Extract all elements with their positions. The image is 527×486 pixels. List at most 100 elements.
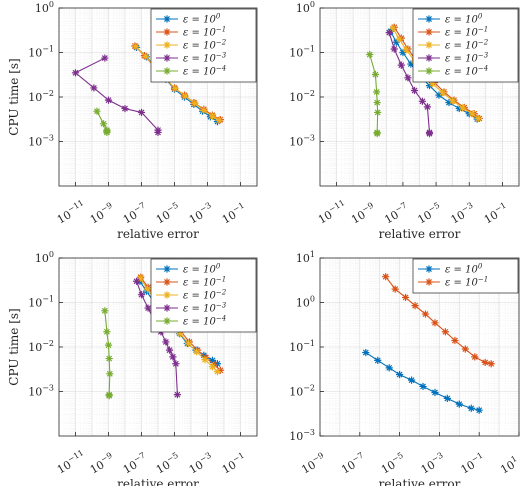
y-tick-label: 10−1 [28, 295, 54, 310]
x-axis-label: relative error [379, 477, 461, 486]
data-point-4-0 [366, 50, 374, 59]
data-point-0-9 [467, 404, 475, 412]
data-point-2-6 [184, 339, 193, 348]
legend-entry: ε = 10−1 [445, 276, 488, 289]
data-point-3-9 [173, 391, 182, 399]
data-point-3-1 [71, 69, 80, 77]
data-point-3-0 [101, 54, 109, 62]
y-tick-label: 10−1 [289, 45, 315, 60]
y-tick-label: 10−3 [28, 384, 54, 399]
y-tick-label: 10−3 [289, 134, 315, 149]
y-tick-label: 100 [296, 295, 315, 310]
y-tick-label: 100 [296, 0, 315, 15]
legend-entry: ε = 10−1 [445, 26, 488, 39]
data-point-3-1 [137, 291, 146, 299]
legend-marker [425, 67, 433, 75]
data-point-3-8 [172, 360, 180, 368]
data-point-0-7 [443, 394, 451, 402]
data-point-4-3 [373, 98, 381, 107]
x-tick-label: 10−11 [54, 198, 88, 226]
data-point-2-9 [208, 363, 217, 371]
data-point-3-2 [90, 84, 98, 92]
x-tick-label: 10−7 [120, 451, 150, 477]
data-point-3-1 [390, 45, 398, 53]
legend-entry: ε = 10−3 [445, 52, 489, 65]
data-point-2-8 [459, 104, 467, 112]
y-tick-label: 10−1 [28, 45, 54, 60]
data-point-0-2 [385, 364, 393, 372]
data-point-0-5 [425, 82, 434, 90]
data-point-0-7 [445, 98, 453, 107]
data-point-3-6 [423, 103, 432, 111]
data-point-4-4 [106, 370, 114, 378]
y-tick-label: 101 [296, 250, 315, 265]
data-point-0-8 [455, 104, 463, 113]
legend-marker [163, 54, 171, 62]
data-point-4-1 [99, 120, 108, 128]
data-point-0-0 [362, 348, 370, 357]
data-point-1-2 [401, 293, 410, 302]
legend-entry: ε = 10−1 [183, 26, 226, 39]
data-point-3-4 [121, 104, 129, 113]
y-tick-label: 10−1 [289, 339, 315, 354]
x-tick-label: 101 [497, 454, 521, 477]
legend-entry: ε = 100 [445, 13, 483, 26]
data-point-1-5 [430, 79, 439, 87]
legend-marker [163, 15, 171, 23]
data-point-2-1 [142, 52, 150, 60]
data-point-2-0 [136, 274, 144, 282]
data-point-1-11 [487, 360, 495, 368]
chart-panel-bottom-left: 10−1110−910−710−510−310−110−310−210−1100… [7, 250, 258, 486]
data-point-3-5 [418, 97, 427, 105]
legend-entry: ε = 10−3 [183, 52, 227, 65]
data-point-3-2 [397, 61, 405, 69]
data-point-0-5 [419, 382, 427, 391]
data-point-2-0 [389, 24, 397, 32]
data-point-3-0 [385, 29, 393, 37]
legend-marker [163, 317, 171, 325]
data-point-1-8 [461, 345, 469, 353]
legend-marker [425, 41, 433, 49]
chart-panel-top-left: 10−1110−910−710−510−310−110−310−210−1100… [7, 0, 258, 241]
x-tick-label: 10−5 [153, 451, 183, 477]
data-point-2-7 [193, 348, 201, 356]
legend-marker [163, 265, 171, 273]
y-axis-label: CPU time [s] [7, 308, 21, 385]
data-point-2-7 [200, 106, 208, 114]
data-point-2-5 [181, 92, 189, 100]
data-point-1-1 [391, 285, 399, 293]
legend-marker [425, 15, 433, 23]
series-line-3 [136, 281, 178, 395]
series-line-2 [135, 46, 220, 121]
data-point-1-8 [202, 353, 210, 362]
legend-entry: ε = 10−2 [445, 39, 489, 52]
legend-marker [163, 41, 171, 49]
legend-marker [163, 278, 171, 286]
data-point-2-10 [474, 114, 482, 123]
x-tick-label: 10−3 [418, 451, 448, 477]
x-tick-label: 10−1 [458, 451, 488, 477]
data-point-1-5 [431, 319, 439, 327]
x-tick-label: 10−5 [153, 201, 183, 227]
data-point-3-7 [154, 128, 162, 137]
data-point-0-4 [407, 376, 416, 384]
data-point-1-1 [397, 34, 405, 42]
data-point-3-0 [132, 277, 141, 285]
data-point-2-5 [428, 80, 437, 88]
data-point-3-8 [425, 130, 434, 138]
data-point-0-1 [374, 356, 382, 364]
data-point-0-1 [392, 38, 400, 46]
data-point-0-1 [142, 287, 151, 295]
data-point-1-6 [441, 328, 449, 336]
data-point-2-4 [171, 84, 179, 93]
y-tick-label: 10−2 [28, 339, 54, 354]
y-axis-label: CPU time [s] [7, 58, 21, 135]
legend-marker [163, 67, 171, 75]
data-point-2-10 [213, 368, 222, 376]
data-point-0-6 [435, 91, 443, 99]
data-point-4-2 [373, 88, 381, 96]
y-tick-label: 10−2 [28, 89, 54, 104]
